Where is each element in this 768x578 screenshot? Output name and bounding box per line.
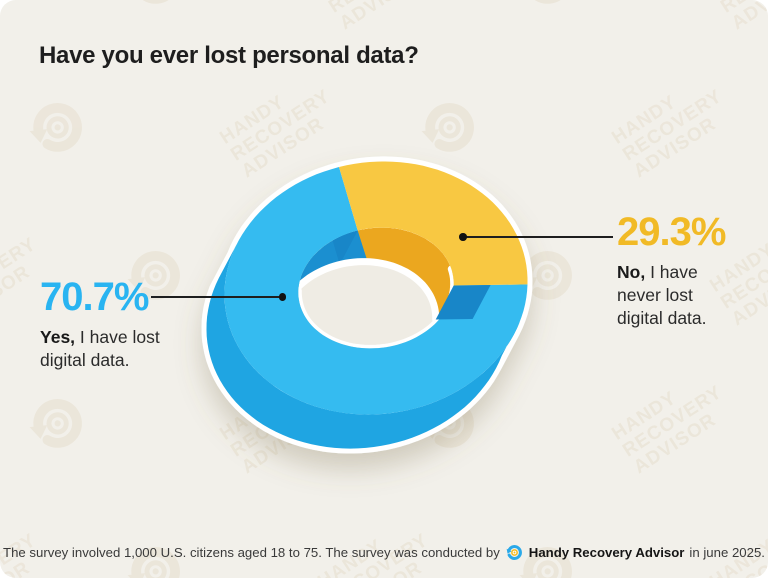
footer-brand: Handy Recovery Advisor [528,545,685,560]
donut-cut-face [435,285,491,320]
footer-text-post: in june 2025. [689,545,765,560]
percent-no: 29.3% [617,210,726,254]
watermark-logo-icon [15,381,103,471]
donut-slice-yes [224,167,528,415]
donut-slice-no [339,161,528,286]
leader-line-no [459,233,613,241]
callout-no-text: No, I have never lost digital data. [617,261,747,330]
callout-yes-lead: Yes, [40,327,76,347]
callout-no-line2: never lost [617,285,693,305]
swirl-restore-icon [505,543,524,562]
callout-no-line1: I have [645,262,698,282]
callout-yes-line2: digital data. [40,350,130,370]
leader-line-yes [151,293,286,301]
footer-text-pre: The survey involved 1,000 U.S. citizens … [3,545,500,560]
footer-note: The survey involved 1,000 U.S. citizens … [0,543,768,562]
watermark-logo-icon [113,529,201,578]
callout-yes-text: Yes, I have lost digital data. [40,326,230,372]
watermark-logo-icon [505,233,593,323]
leader-dot-no [459,233,467,241]
watermark-logo-icon [505,529,593,578]
donut-hole [298,261,436,349]
callout-no: 29.3% No, I have never lost digital data… [617,212,747,330]
percent-yes: 70.7% [40,275,149,319]
callout-yes-line1: I have lost [75,327,160,347]
watermark-logo-icon [113,233,201,323]
callout-no-lead: No, [617,262,646,282]
page-title: Have you ever lost personal data? [39,42,419,69]
leader-dot-yes [278,293,286,301]
donut-side-wall [206,243,520,449]
watermark-logo-icon [15,85,103,175]
watermark-logo-icon [407,85,495,175]
callout-no-line3: digital data. [617,308,707,328]
callout-yes: 70.7% Yes, I have lost digital data. [40,277,230,372]
